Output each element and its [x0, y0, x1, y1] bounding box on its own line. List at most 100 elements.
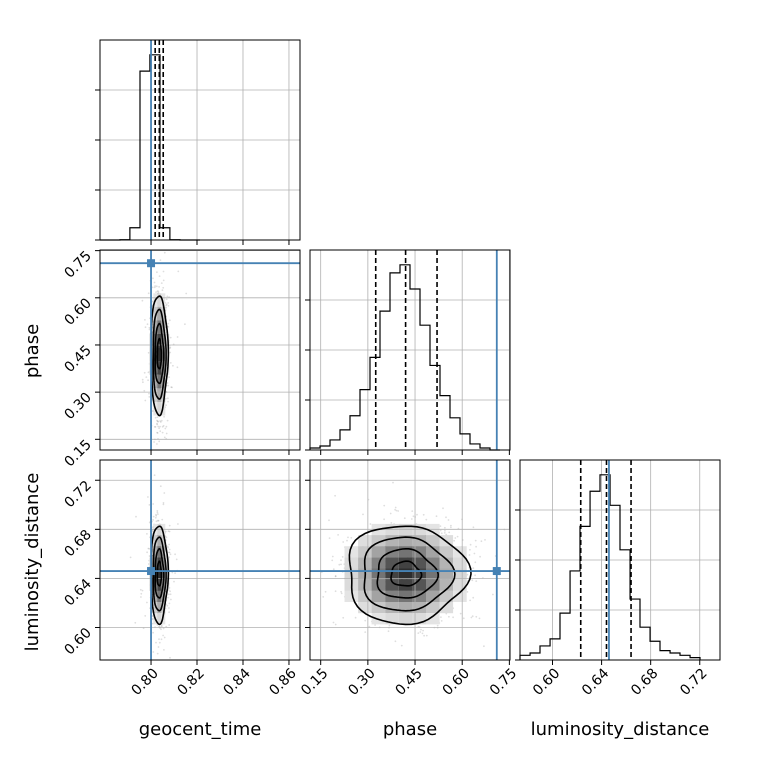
density-cell — [358, 546, 372, 558]
density-cell — [412, 579, 426, 591]
panel-frame — [99, 249, 301, 451]
sample-point — [152, 519, 155, 521]
sample-point — [174, 553, 177, 556]
sample-point — [155, 285, 158, 288]
sample-point — [163, 415, 166, 418]
sample-point — [439, 529, 442, 532]
sample-point — [162, 424, 165, 427]
sample-point — [171, 571, 174, 574]
sample-point — [147, 292, 150, 295]
sample-point — [422, 629, 424, 632]
x-tick-label: 0.60 — [440, 666, 473, 699]
y-tick-label: 0.60 — [61, 625, 94, 658]
density-cell — [157, 401, 162, 416]
sample-point — [484, 539, 486, 541]
sample-point — [157, 513, 159, 515]
density-cell — [412, 590, 426, 602]
sample-point — [147, 351, 150, 354]
sample-point — [166, 604, 169, 607]
sample-point — [163, 492, 166, 494]
density-cell — [344, 546, 359, 558]
sample-point — [334, 575, 337, 577]
x-tick-label: 0.72 — [677, 666, 710, 699]
density-cell — [453, 568, 467, 580]
density-cell — [153, 535, 158, 547]
density-cell — [412, 535, 426, 547]
sample-point — [340, 590, 342, 593]
density-cell — [157, 334, 162, 348]
sample-point — [439, 525, 442, 527]
sample-point — [162, 634, 165, 637]
sample-point — [162, 503, 165, 506]
sample-point — [350, 536, 353, 539]
sample-point — [161, 431, 164, 434]
density-cell — [153, 306, 158, 321]
truth-marker — [492, 567, 501, 576]
sample-point — [168, 611, 171, 614]
sample-point — [148, 555, 151, 557]
sample-point — [369, 523, 372, 525]
sample-point — [160, 628, 162, 631]
density-cell — [157, 293, 162, 307]
sample-point — [471, 579, 474, 582]
sample-point — [475, 580, 478, 582]
sample-point — [160, 624, 163, 627]
sample-point — [374, 624, 376, 626]
sample-point — [140, 592, 143, 595]
sample-point — [147, 563, 150, 565]
x-axis-label-phase: phase — [383, 719, 437, 740]
sample-point — [145, 376, 148, 378]
sample-point — [156, 419, 158, 422]
sample-point — [169, 336, 172, 339]
sample-point — [436, 624, 439, 627]
density-cell — [398, 590, 413, 602]
sample-point — [185, 292, 188, 295]
sample-point — [445, 516, 447, 519]
sample-point — [156, 519, 159, 522]
y-tick-label: 0.15 — [61, 437, 94, 470]
y-axis-label-luminosity-distance: luminosity_distance — [22, 473, 43, 652]
sample-point — [470, 616, 473, 619]
sample-point — [341, 556, 344, 558]
sample-point — [153, 441, 156, 443]
sample-point — [157, 519, 160, 522]
density-cell — [358, 590, 372, 602]
density-cell — [398, 535, 413, 547]
sample-point — [160, 638, 163, 641]
sample-point — [144, 399, 147, 402]
sample-point — [151, 529, 154, 532]
sample-point — [168, 548, 171, 551]
density-cell — [439, 557, 454, 569]
sample-point — [479, 555, 481, 558]
sample-point — [469, 543, 472, 546]
sample-point — [175, 558, 178, 561]
sample-point — [163, 649, 165, 651]
sample-point — [168, 602, 171, 605]
density-cell — [165, 568, 170, 580]
sample-point — [151, 300, 154, 303]
density-cell — [157, 388, 162, 402]
sample-point — [156, 510, 159, 512]
sample-point — [442, 507, 444, 510]
density-cell — [426, 602, 440, 614]
sample-point — [148, 547, 151, 550]
sample-point — [168, 551, 170, 554]
sample-point — [448, 615, 450, 618]
sample-point — [472, 567, 475, 569]
sample-point — [154, 426, 157, 428]
sample-point — [168, 607, 170, 609]
sample-point — [152, 515, 155, 518]
histogram-geocent_time — [100, 54, 200, 241]
sample-point — [170, 386, 173, 388]
sample-point — [147, 547, 150, 550]
sample-point — [168, 530, 171, 533]
density-cell — [371, 546, 386, 558]
sample-point — [167, 384, 170, 387]
x-tick-label: 0.84 — [220, 665, 253, 698]
sample-point — [346, 539, 348, 542]
sample-point — [342, 541, 345, 543]
sample-point — [153, 281, 156, 284]
sample-point — [450, 526, 452, 529]
density-cell — [157, 535, 162, 547]
sample-point — [146, 551, 149, 554]
